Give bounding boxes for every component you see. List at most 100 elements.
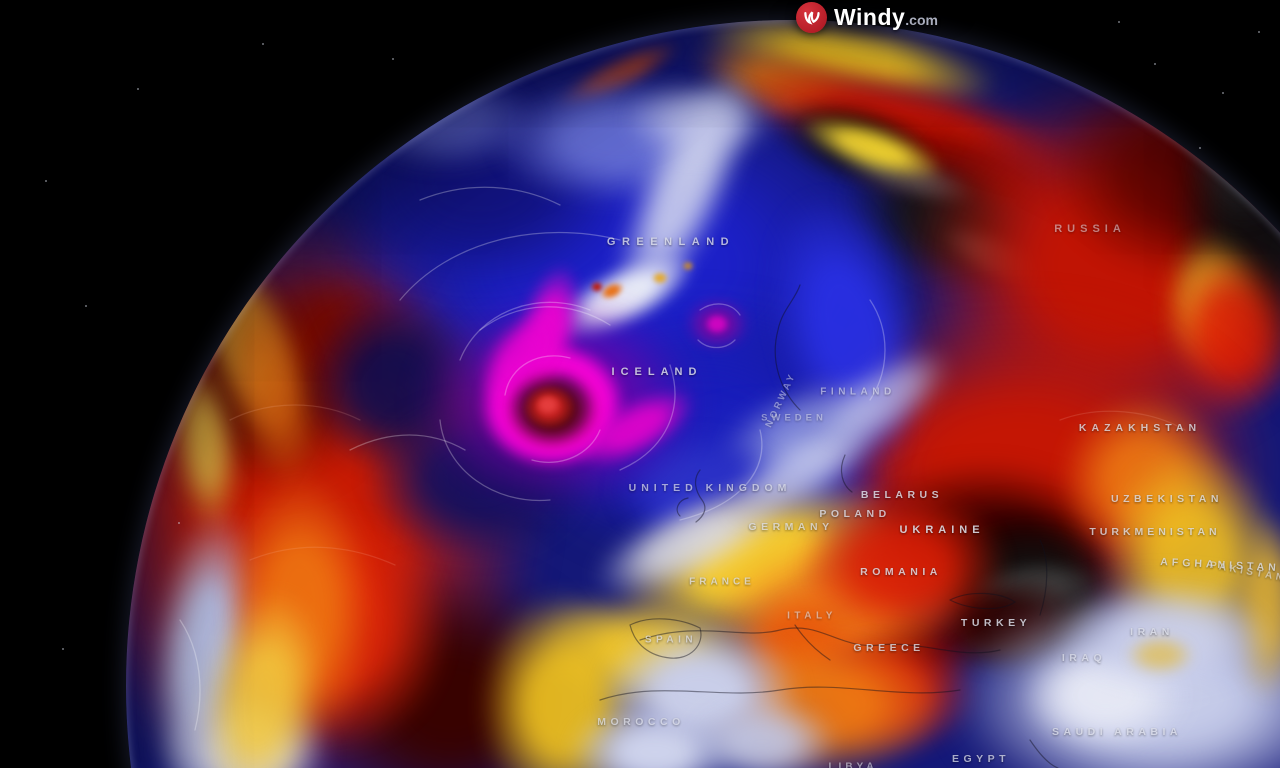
warm-anomaly-blob bbox=[797, 490, 1007, 640]
warm-anomaly-blob bbox=[1102, 445, 1280, 675]
warm-anomaly-blob bbox=[907, 568, 1097, 682]
warm-anomaly-blob bbox=[225, 470, 375, 750]
polar-vortex-arm bbox=[565, 373, 707, 483]
warm-anomaly-blob bbox=[683, 506, 983, 718]
polar-vortex-arm bbox=[501, 256, 595, 408]
windy-logo[interactable]: Windy .com bbox=[796, 2, 938, 33]
cool-anomaly-blob bbox=[1020, 640, 1190, 750]
warm-anomaly-blob bbox=[480, 590, 650, 768]
cold-anomaly-blob bbox=[615, 435, 785, 545]
warm-anomaly-blob bbox=[770, 300, 1270, 640]
cool-anomaly-blob bbox=[687, 697, 837, 768]
cloud-blob bbox=[963, 552, 1101, 624]
cold-anomaly-blob bbox=[510, 300, 890, 560]
star bbox=[1258, 31, 1260, 33]
cool-anomaly-blob bbox=[600, 622, 800, 762]
polar-vortex-ring bbox=[459, 325, 645, 485]
warm-spot bbox=[596, 278, 628, 304]
warm-anomaly-blob bbox=[820, 587, 980, 703]
cold-anomaly-blob bbox=[363, 393, 593, 563]
cold-anomaly-blob bbox=[706, 357, 918, 507]
polar-vortex-arm bbox=[461, 293, 579, 417]
warm-anomaly-blob bbox=[596, 445, 920, 679]
logo-shadow bbox=[742, 0, 1002, 46]
pale-band-blob bbox=[710, 401, 890, 543]
warm-anomaly-blob bbox=[183, 581, 341, 768]
warm-anomaly-blob bbox=[1168, 248, 1280, 418]
warm-anomaly-blob bbox=[1060, 395, 1230, 565]
cold-anomaly-blob bbox=[350, 70, 540, 170]
pale-band-blob bbox=[537, 233, 707, 361]
cool-anomaly-blob bbox=[1055, 585, 1275, 695]
warm-anomaly-blob bbox=[1050, 70, 1280, 280]
star bbox=[45, 180, 47, 182]
star bbox=[62, 648, 64, 650]
star bbox=[137, 88, 139, 90]
warm-anomaly-blob bbox=[720, 571, 880, 719]
warm-anomaly-blob bbox=[230, 510, 450, 750]
star bbox=[1154, 63, 1156, 65]
warm-anomaly-blob bbox=[145, 295, 375, 485]
star bbox=[392, 58, 394, 60]
cool-limb-blob bbox=[134, 500, 276, 768]
warm-anomaly-blob bbox=[1125, 635, 1195, 675]
warm-anomaly-blob bbox=[1230, 510, 1280, 700]
warm-anomaly-blob bbox=[718, 32, 1092, 218]
cloud-blob bbox=[1173, 50, 1280, 380]
pale-band-blob bbox=[578, 465, 802, 619]
star bbox=[1222, 92, 1224, 94]
warm-spot bbox=[682, 261, 694, 271]
warm-anomaly-blob bbox=[787, 627, 977, 757]
cool-anomaly-blob bbox=[950, 585, 1280, 768]
star bbox=[1199, 147, 1201, 149]
cloud-blob bbox=[819, 121, 1081, 329]
warm-anomaly-blob bbox=[546, 29, 688, 123]
polar-vortex-core bbox=[523, 385, 575, 429]
star bbox=[1118, 21, 1120, 23]
brand-name: Windy bbox=[834, 4, 906, 30]
pale-band-blob bbox=[625, 80, 775, 160]
warm-anomaly-blob bbox=[905, 75, 1280, 455]
cloud-blob bbox=[927, 525, 1137, 675]
warm-spot bbox=[590, 281, 604, 293]
warm-spot bbox=[651, 271, 669, 285]
warm-anomaly-blob bbox=[533, 582, 757, 722]
cool-limb-blob bbox=[160, 687, 330, 768]
warm-anomaly-blob bbox=[850, 460, 1120, 630]
cold-anomaly-blob bbox=[741, 176, 955, 484]
warm-anomaly-blob bbox=[300, 570, 600, 768]
secondary-vortex-glow bbox=[685, 298, 749, 350]
warm-anomaly-blob bbox=[1165, 233, 1261, 373]
warm-anomaly-blob bbox=[793, 102, 951, 194]
polar-vortex-core bbox=[535, 394, 561, 416]
cool-anomaly-blob bbox=[570, 702, 740, 768]
polar-vortex-glow bbox=[418, 297, 698, 507]
cloud-blob bbox=[761, 81, 949, 209]
cloud-blob bbox=[827, 132, 983, 218]
warm-anomaly-blob bbox=[174, 225, 312, 441]
warm-anomaly-blob bbox=[811, 84, 1109, 266]
warm-anomaly-blob bbox=[126, 200, 540, 768]
warm-anomaly-blob bbox=[164, 357, 246, 533]
windy-logo-icon bbox=[796, 2, 827, 33]
pale-band-blob bbox=[804, 329, 966, 467]
cloud-blob bbox=[935, 604, 1049, 660]
polar-vortex-core bbox=[504, 370, 600, 450]
cold-anomaly-blob bbox=[330, 85, 910, 445]
secondary-vortex bbox=[704, 313, 730, 335]
cloud-blob bbox=[931, 211, 1069, 305]
warm-anomaly-blob bbox=[197, 262, 339, 498]
windy-logo-text: Windy .com bbox=[834, 4, 938, 31]
globe-map[interactable] bbox=[126, 20, 1280, 768]
brand-suffix: .com bbox=[905, 12, 938, 28]
cold-anomaly-blob bbox=[305, 295, 485, 475]
pale-band-blob bbox=[587, 51, 779, 333]
star bbox=[262, 43, 264, 45]
warm-anomaly-blob bbox=[925, 500, 1115, 630]
cold-anomaly-blob bbox=[325, 65, 635, 295]
cold-anomaly-blob bbox=[637, 397, 887, 567]
warm-anomaly-blob bbox=[695, 630, 945, 768]
cold-anomaly-blob bbox=[490, 75, 750, 205]
star bbox=[85, 305, 87, 307]
